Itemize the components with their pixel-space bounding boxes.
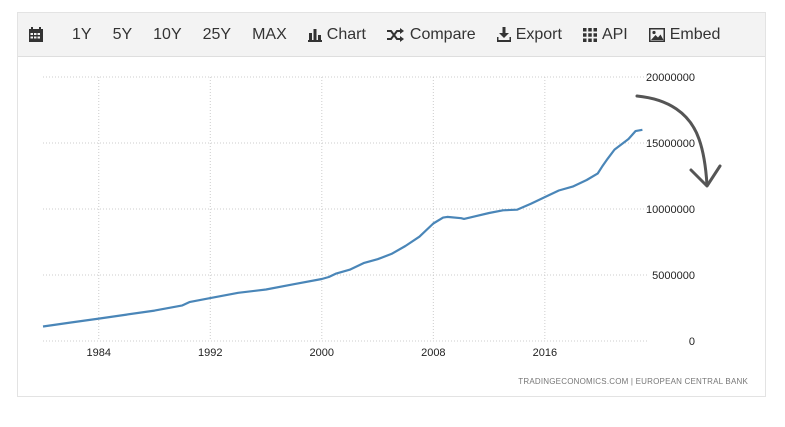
- image-icon: [648, 27, 665, 42]
- embed-button[interactable]: Embed: [648, 25, 721, 44]
- chart-type-button[interactable]: Chart: [307, 25, 366, 44]
- x-tick-label: 2000: [310, 347, 334, 359]
- chart-area: 1984 1992 2000 2008 2016 0 5000000 10000000 150…: [18, 57, 765, 397]
- range-1y-button[interactable]: 1Y: [72, 25, 92, 43]
- export-label: Export: [515, 25, 562, 43]
- grid: [43, 76, 648, 342]
- compare-button[interactable]: Compare: [386, 25, 476, 44]
- x-tick-label: 2008: [421, 347, 445, 359]
- shuffle-icon: [386, 27, 405, 42]
- x-tick-label: 1992: [198, 347, 222, 359]
- source-credit: TRADINGECONOMICS.COM | EUROPEAN CENTRAL …: [518, 377, 748, 386]
- y-axis-ticks: 0 5000000 10000000 15000000 20000000: [646, 72, 695, 348]
- line-chart: 1984 1992 2000 2008 2016 0 5000000 10000000 150…: [42, 72, 748, 386]
- calendar-icon: [29, 27, 43, 42]
- y-tick-label: 5000000: [652, 270, 695, 282]
- x-tick-label: 2016: [533, 347, 557, 359]
- compare-label: Compare: [409, 25, 476, 43]
- chart-frame: 1Y 5Y 10Y 25Y MAX Chart Compare Export: [17, 12, 766, 397]
- calendar-button[interactable]: [29, 27, 48, 42]
- embed-label: Embed: [669, 25, 721, 43]
- api-label: API: [601, 25, 628, 43]
- y-tick-label: 20000000: [646, 72, 695, 84]
- api-button[interactable]: API: [582, 25, 628, 44]
- download-icon: [496, 27, 511, 42]
- hand-drawn-arrow: [635, 94, 722, 188]
- range-10y-button[interactable]: 10Y: [153, 25, 182, 43]
- series-line: [42, 128, 643, 328]
- grid-icon: [582, 27, 597, 42]
- y-tick-label: 0: [689, 336, 695, 348]
- x-tick-label: 1984: [87, 347, 111, 359]
- x-axis-ticks: 1984 1992 2000 2008 2016: [87, 347, 558, 359]
- y-tick-label: 10000000: [646, 204, 695, 216]
- bar-chart-icon: [307, 28, 322, 42]
- chart-label: Chart: [326, 25, 366, 43]
- export-button[interactable]: Export: [496, 25, 562, 44]
- y-tick-label: 15000000: [646, 138, 695, 150]
- range-5y-button[interactable]: 5Y: [112, 25, 133, 43]
- range-max-button[interactable]: MAX: [252, 25, 287, 43]
- range-25y-button[interactable]: 25Y: [202, 25, 232, 43]
- chart-toolbar: 1Y 5Y 10Y 25Y MAX Chart Compare Export: [18, 13, 765, 57]
